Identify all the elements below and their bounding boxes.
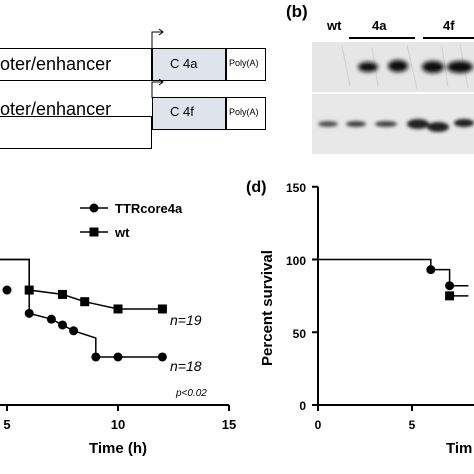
blot-lane-wt-label: wt xyxy=(327,18,342,33)
annotation-n19: n=19 xyxy=(170,312,202,328)
construct-1-polya-box xyxy=(226,48,266,81)
western-blot-image xyxy=(312,42,474,154)
blot-lane-4a-label: 4a xyxy=(372,18,387,33)
construct-2-gene-box xyxy=(152,97,226,130)
c-point-wt xyxy=(157,304,167,314)
c-xtick-label-5: 5 xyxy=(3,417,10,432)
d-x-axis-title: Tim xyxy=(446,440,472,457)
d-point-circle xyxy=(445,281,455,291)
c-point-wt xyxy=(80,297,90,307)
construct-2-polya-box xyxy=(226,97,266,130)
construct-1-gene-label: C 4a xyxy=(170,56,198,71)
panel-b-label: (b) xyxy=(286,2,308,21)
d-xtick-label-0: 0 xyxy=(315,418,322,432)
c-point-wt xyxy=(58,289,67,299)
d-ytick-label-0: 0 xyxy=(299,399,306,413)
d-ytick-label-100: 100 xyxy=(286,254,306,268)
c-point-ttrcore4a xyxy=(58,320,67,330)
construct-2-gene-label: C 4f xyxy=(170,104,194,119)
panel-d-label: (d) xyxy=(246,179,266,196)
d-xtick-label-5: 5 xyxy=(409,418,416,432)
construct-1-tss-arrow-icon xyxy=(151,28,164,48)
construct-1-promoter-box xyxy=(0,48,152,81)
c-xtick-label-15: 15 xyxy=(222,417,236,432)
d-point-circle xyxy=(426,265,436,275)
legend-wt-marker xyxy=(89,227,99,237)
d-ytick-label-50: 50 xyxy=(293,327,307,341)
blot-lane-4f-label: 4f xyxy=(443,18,455,33)
c-point-ttrcore4a xyxy=(91,352,101,362)
c-point-wt xyxy=(113,304,123,314)
c-xtick-label-10: 10 xyxy=(111,417,125,432)
d-ytick-label-150: 150 xyxy=(286,181,306,195)
construct-2-promoter-label: oter/enhancer xyxy=(0,99,112,119)
construct-2-tss-arrow-icon xyxy=(151,78,164,98)
c-x-axis-title: Time (h) xyxy=(89,440,147,457)
legend-wt-label: wt xyxy=(114,225,130,240)
legend-ttrcore4a-label: TTRcore4a xyxy=(115,201,183,216)
annotation-pvalue: p<0.02 xyxy=(175,388,207,399)
construct-1-polya-label: Poly(A) xyxy=(229,58,259,68)
d-point-square xyxy=(445,291,455,301)
blot-lane-4f-bracket xyxy=(423,37,474,39)
d-y-axis-title: Percent survival xyxy=(259,250,276,366)
c-point-ttrcore4a xyxy=(113,352,123,362)
c-point-ttrcore4a xyxy=(69,326,79,336)
c-point-ttrcore4a xyxy=(24,308,34,318)
c-point-ttrcore4a xyxy=(157,352,167,362)
d-series-line-0 xyxy=(318,258,469,287)
c-point-wt xyxy=(24,285,34,295)
legend-ttrcore4a-marker xyxy=(89,203,99,213)
c-point-ttrcore4a xyxy=(2,285,12,295)
blot-lane-4a-bracket xyxy=(349,37,415,39)
construct-1-promoter-label: oter/enhancer xyxy=(0,54,112,74)
c-point-ttrcore4a xyxy=(46,314,56,324)
construct-2-promoter-box xyxy=(0,116,152,149)
construct-2-polya-label: Poly(A) xyxy=(229,107,259,117)
annotation-n18: n=18 xyxy=(170,358,202,374)
construct-1-gene-box xyxy=(152,48,226,81)
